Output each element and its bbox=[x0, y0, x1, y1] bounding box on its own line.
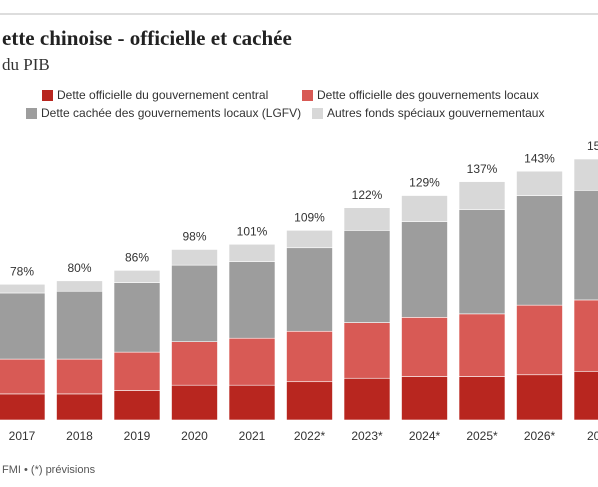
x-tick-label: 2018 bbox=[66, 429, 93, 443]
x-tick-label: 2026* bbox=[524, 429, 556, 443]
bar-segment bbox=[343, 207, 391, 231]
bar-segment bbox=[516, 304, 563, 376]
bar-segment bbox=[458, 313, 506, 377]
bar-segment bbox=[286, 381, 333, 421]
bar-segment bbox=[573, 370, 598, 421]
legend-swatch bbox=[312, 108, 323, 119]
total-label: 98% bbox=[182, 230, 206, 244]
bar-segment bbox=[171, 384, 218, 421]
bar-segment bbox=[401, 221, 448, 318]
bar-segment bbox=[458, 181, 506, 210]
bar-segment bbox=[0, 292, 46, 360]
bar-segment bbox=[286, 330, 333, 383]
bar-segment bbox=[401, 195, 448, 222]
bar-segment bbox=[458, 376, 506, 421]
bar-segment bbox=[113, 351, 161, 391]
bar-segment bbox=[401, 376, 448, 421]
bar-segment bbox=[573, 299, 598, 372]
bar-segment bbox=[56, 393, 103, 421]
legend-label: Autres fonds spéciaux gouvernementaux bbox=[327, 106, 544, 120]
bar-segment bbox=[286, 247, 333, 332]
bar-segment bbox=[0, 283, 46, 294]
total-label: 122% bbox=[352, 188, 383, 202]
bar-segment bbox=[113, 282, 161, 353]
total-label: 86% bbox=[125, 251, 149, 265]
bar-segment bbox=[171, 249, 218, 266]
x-tick-label: 2022* bbox=[294, 429, 326, 443]
bar-segment bbox=[113, 390, 161, 421]
total-label: 109% bbox=[294, 211, 325, 225]
chart-title: ette chinoise - officielle et cachée bbox=[2, 26, 292, 50]
bar-segment bbox=[401, 317, 448, 377]
bar-segment bbox=[286, 230, 333, 249]
bar-segment bbox=[0, 393, 46, 421]
bar-segment bbox=[458, 209, 506, 315]
bar-segment bbox=[516, 195, 563, 306]
bar-segment bbox=[228, 337, 276, 386]
bar-segment bbox=[228, 243, 276, 262]
total-label: 80% bbox=[67, 261, 91, 275]
bar-segment bbox=[56, 358, 103, 395]
bar-segment bbox=[113, 270, 161, 283]
bar-segment bbox=[516, 374, 563, 421]
total-label: 137% bbox=[467, 162, 498, 176]
x-tick-label: 2017 bbox=[9, 429, 36, 443]
bar-segment bbox=[228, 261, 276, 339]
bar-segment bbox=[343, 322, 391, 379]
x-tick-label: 202 bbox=[587, 429, 598, 443]
bar-segment bbox=[343, 230, 391, 323]
bar-segment bbox=[56, 290, 103, 360]
bar-segment bbox=[171, 341, 218, 386]
chart-subtitle: du PIB bbox=[2, 55, 50, 74]
bar-segment bbox=[573, 190, 598, 301]
bar-segment bbox=[228, 384, 276, 421]
bar-segment bbox=[573, 158, 598, 191]
legend-swatch bbox=[42, 90, 53, 101]
legend-label: Dette cachée des gouvernements locaux (L… bbox=[41, 106, 301, 120]
bar-segment bbox=[56, 280, 103, 292]
total-label: 101% bbox=[237, 224, 268, 238]
total-label: 150 bbox=[587, 139, 598, 153]
x-tick-label: 2024* bbox=[409, 429, 441, 443]
total-label: 143% bbox=[524, 151, 555, 165]
bar-segment bbox=[343, 377, 391, 421]
total-label: 129% bbox=[409, 176, 440, 190]
legend-swatch bbox=[26, 108, 37, 119]
legend-swatch bbox=[302, 90, 313, 101]
x-tick-label: 2023* bbox=[351, 429, 383, 443]
footer: FMI • (*) prévisions bbox=[2, 464, 96, 476]
x-tick-label: 2021 bbox=[239, 429, 266, 443]
bar-segment bbox=[516, 170, 563, 196]
legend-label: Dette officielle du gouvernement central bbox=[57, 88, 268, 102]
x-tick-label: 2019 bbox=[124, 429, 151, 443]
x-tick-label: 2020 bbox=[181, 429, 208, 443]
x-tick-label: 2025* bbox=[466, 429, 498, 443]
total-label: 78% bbox=[10, 264, 34, 278]
bar-segment bbox=[171, 264, 218, 343]
bar-segment bbox=[0, 358, 46, 395]
legend-label: Dette officielle des gouvernements locau… bbox=[317, 88, 539, 102]
